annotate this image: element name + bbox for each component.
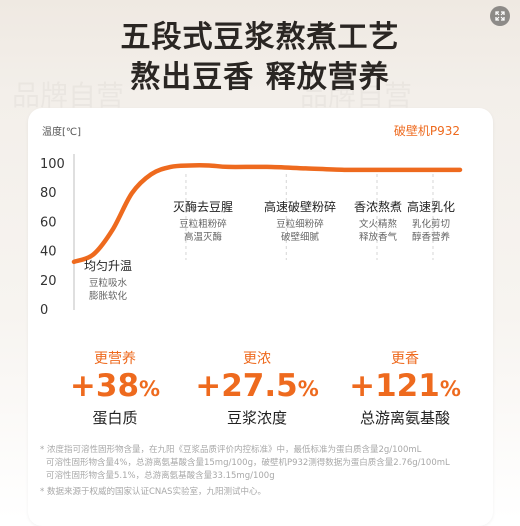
y-tick-label: 0 — [40, 303, 48, 318]
stage-desc: 破壁细腻 — [281, 231, 320, 243]
stage-desc: 豆粒粗粉碎 — [179, 218, 227, 230]
stat-name: 总游离氨基酸 — [359, 409, 450, 427]
stat-concentration: 更浓 +27.5% 豆浆浓度 — [187, 348, 327, 428]
series-label: 破壁机P932 — [394, 123, 460, 138]
footnote-line: * 浓度指可溶性固形物含量，在九阳《豆浆品质评价内控标准》中，最低标准为蛋白质含… — [40, 445, 422, 455]
page-subtitle: 熬出豆香 释放营养 — [130, 60, 390, 95]
stat-label: 更营养 — [94, 351, 136, 367]
stage-desc: 豆粒细粉碎 — [276, 218, 324, 230]
stage-title: 均匀升温 — [84, 259, 132, 273]
stage-title: 灭酶去豆腥 — [173, 199, 233, 214]
stat-value: +27.5% — [195, 368, 319, 404]
stage-title: 高速破壁粉碎 — [264, 199, 336, 214]
stat-amino-acid: 更香 +121% 总游离氨基酸 — [335, 348, 475, 428]
footnote-line: 可溶性固形物含量4%，总游离氨基酸含量15mg/100g，破壁机P932测得数据… — [46, 458, 450, 468]
stage-desc: 膨胀软化 — [89, 290, 128, 302]
footnote-line: * 数据来源于权威的国家认证CNAS实验室，九阳测试中心。 — [40, 487, 266, 497]
expand-icon — [495, 11, 505, 21]
stage-desc: 豆粒吸水 — [89, 277, 128, 289]
chart-card: 温度[℃] 破壁机P932 100 80 60 40 20 0 均匀升温豆粒吸水 膨胀软化 灭酶去豆… — [28, 108, 493, 526]
y-tick-label: 100 — [40, 157, 65, 172]
expand-button[interactable] — [490, 6, 510, 26]
stat-protein: 更营养 +38% 蛋白质 — [45, 348, 185, 428]
temperature-curve — [71, 163, 463, 265]
y-tick-label: 20 — [40, 274, 57, 289]
stage-desc: 文火精熬 — [359, 218, 398, 230]
y-tick-label: 80 — [40, 186, 57, 201]
y-tick-label: 60 — [40, 215, 57, 230]
stat-value: +38% — [69, 368, 161, 404]
stat-label: 更浓 — [243, 351, 271, 367]
y-axis-label: 温度[℃] — [42, 125, 81, 138]
stat-name: 蛋白质 — [92, 409, 138, 427]
stage-desc: 乳化剪切 — [412, 218, 450, 230]
stage-title: 香浓熬煮 — [354, 199, 402, 214]
y-tick-label: 40 — [40, 245, 57, 260]
stage-title: 高速乳化 — [407, 199, 455, 214]
page-title: 五段式豆浆熬煮工艺 — [120, 20, 400, 55]
stage-desc: 醇香营养 — [412, 231, 451, 243]
stat-value: +121% — [349, 368, 461, 404]
stage-desc: 释放香气 — [359, 231, 398, 243]
footnote-line: 可溶性固形物含量5.1%，总游离氨基酸含量33.15mg/100g — [46, 471, 275, 481]
stage-desc: 高温灭酶 — [184, 231, 223, 243]
stat-name: 豆浆浓度 — [226, 409, 287, 427]
stat-label: 更香 — [391, 351, 419, 367]
